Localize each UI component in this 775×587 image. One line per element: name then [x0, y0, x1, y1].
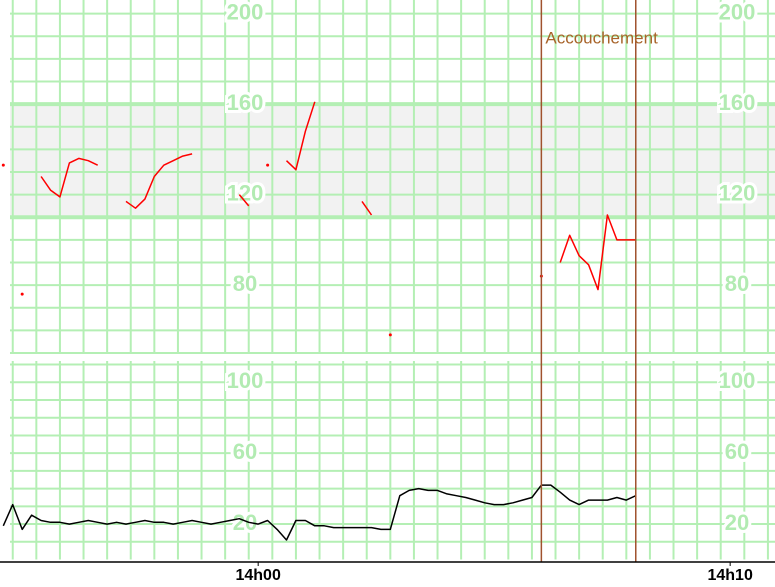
- y-tick-label: 200: [719, 0, 756, 24]
- data-point: [20, 292, 24, 296]
- y-tick-label: 160: [719, 90, 756, 115]
- y2-tick-label: 100: [227, 368, 264, 393]
- y2-tick-label: 20: [233, 510, 257, 535]
- normal-band: [10, 104, 775, 218]
- y-tick-label: 80: [725, 271, 749, 296]
- y2-tick-label: 20: [725, 510, 749, 535]
- data-point: [266, 163, 270, 167]
- y-tick-label: 80: [233, 271, 257, 296]
- heart-rate-line: [40, 101, 636, 291]
- x-tick-label: 14h10: [707, 567, 752, 584]
- data-point: [1, 163, 5, 167]
- data-point: [388, 333, 392, 337]
- y2-tick-label: 100: [719, 368, 756, 393]
- x-tick-label: 14h00: [235, 567, 280, 584]
- contraction-line: [2, 484, 637, 541]
- annotation: Accouchement: [545, 28, 658, 47]
- y2-tick-label: 60: [725, 439, 749, 464]
- y2-tick-label: 60: [233, 439, 257, 464]
- y-tick-label: 160: [227, 90, 264, 115]
- y-tick-label: 120: [719, 180, 756, 205]
- y-tick-label: 200: [227, 0, 264, 24]
